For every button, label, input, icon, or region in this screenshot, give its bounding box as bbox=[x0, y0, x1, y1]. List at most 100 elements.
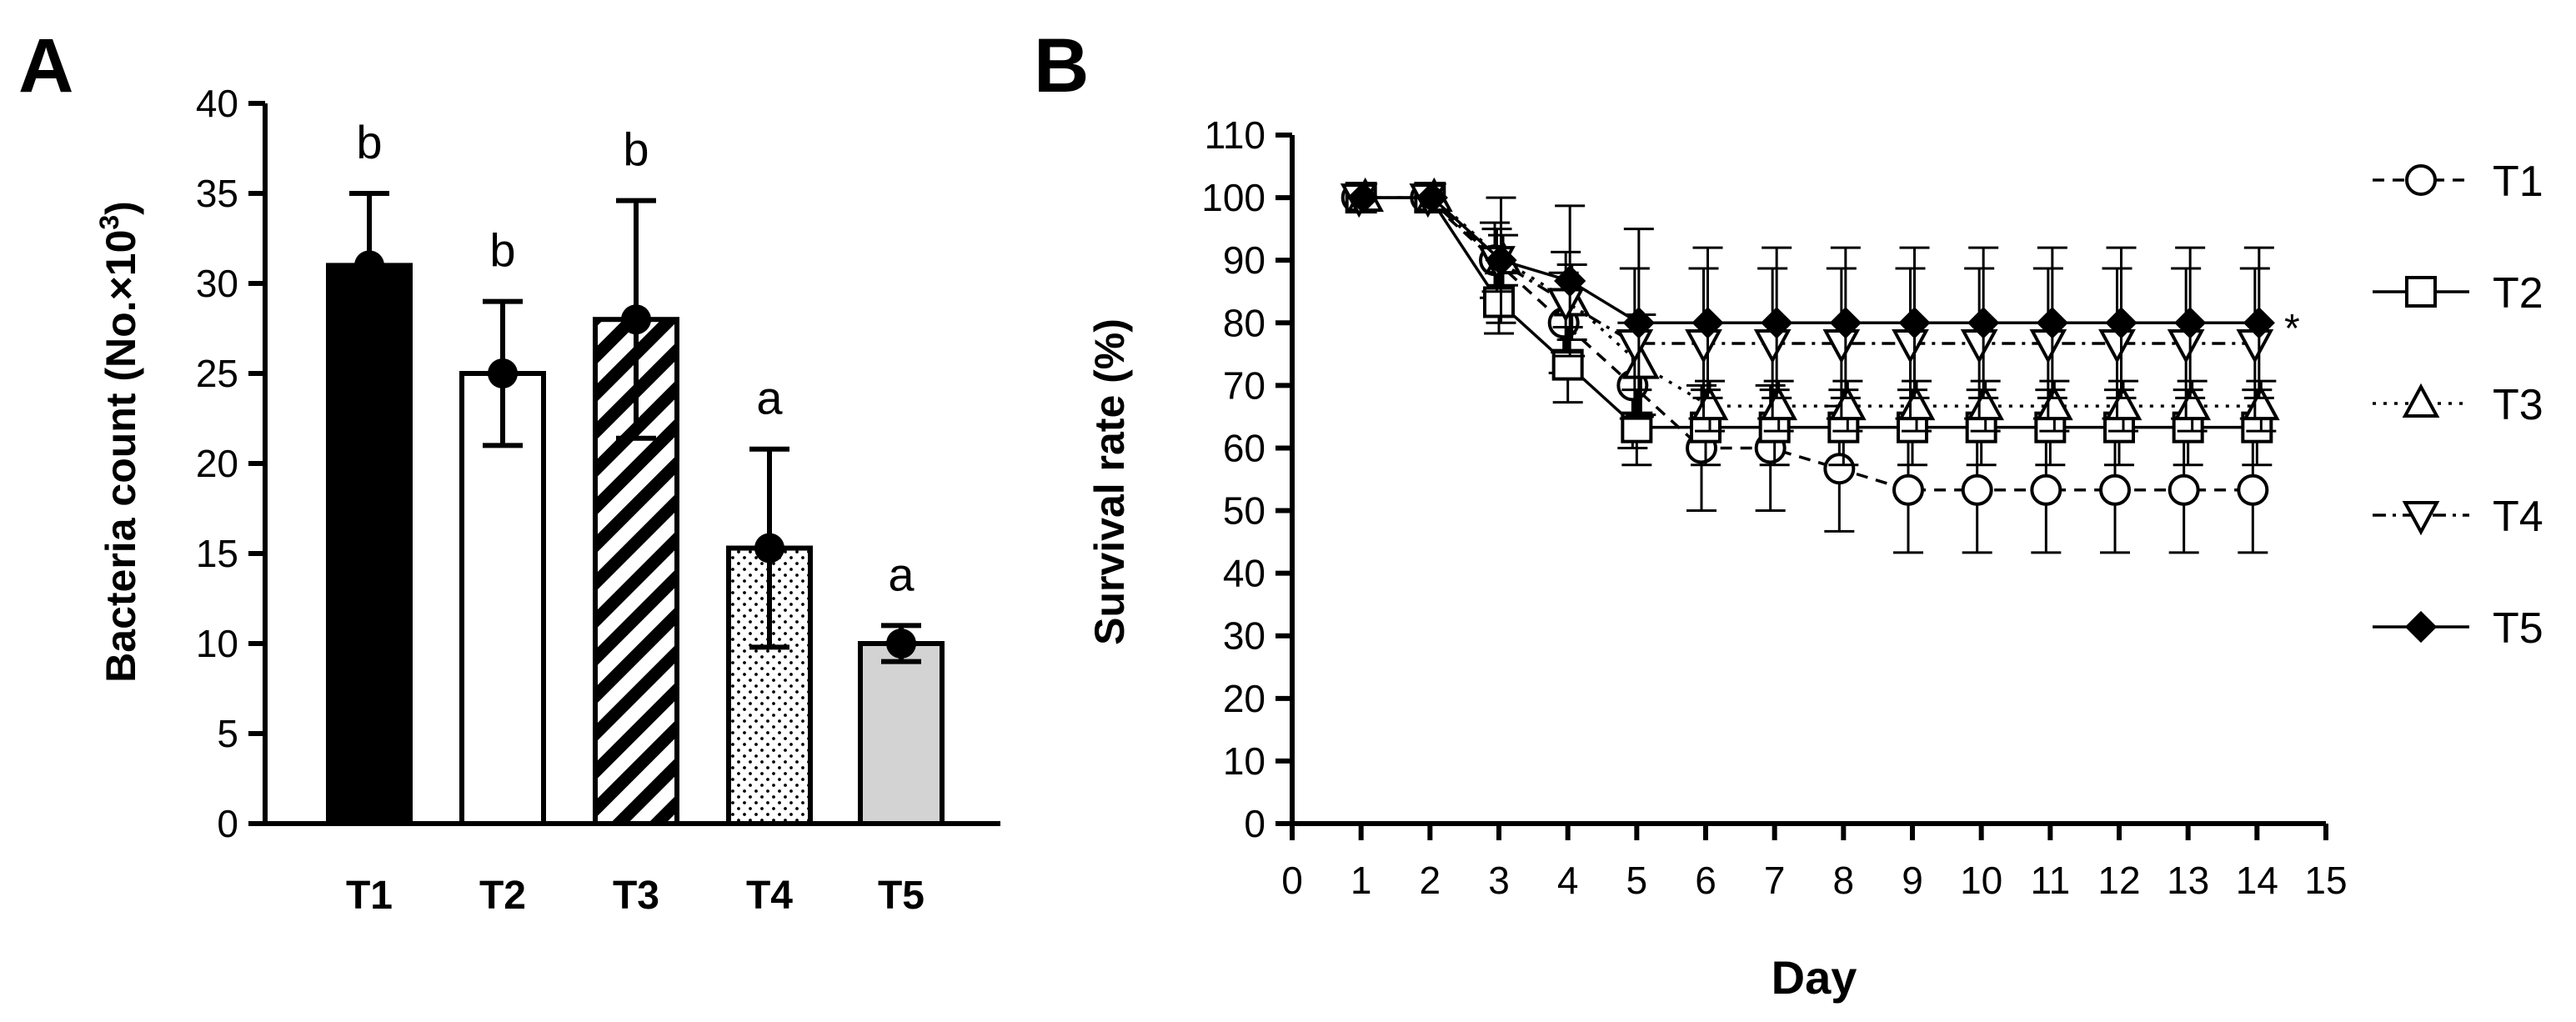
panel-a-y-tick-label: 15 bbox=[196, 532, 238, 575]
point-t1 bbox=[2099, 473, 2131, 506]
point-t3 bbox=[1760, 385, 1798, 421]
legend-item-t5: T5 bbox=[2373, 604, 2543, 653]
category-label-t3: T3 bbox=[613, 874, 659, 918]
point-t3 bbox=[2035, 385, 2073, 421]
panel-b-y-tick-label: 50 bbox=[1223, 489, 1265, 533]
panel-b-y-tick-label: 40 bbox=[1223, 552, 1265, 595]
point-t5 bbox=[2105, 307, 2137, 339]
legend-item-t3: T3 bbox=[2373, 381, 2543, 429]
panel-b-x-tick-label: 8 bbox=[1833, 859, 1855, 902]
legend-item-t4: T4 bbox=[2373, 493, 2543, 541]
panel-b-y-tick-label: 30 bbox=[1223, 614, 1265, 658]
panel-b-series: * bbox=[1340, 177, 2300, 554]
panel-b-x-tick-label: 4 bbox=[1557, 859, 1579, 902]
panel-a-y-tick-label: 0 bbox=[217, 802, 238, 845]
point-t3 bbox=[2242, 385, 2280, 421]
legend-label-t5: T5 bbox=[2493, 604, 2543, 653]
category-label-t5: T5 bbox=[878, 874, 925, 918]
legend-label-t1: T1 bbox=[2493, 158, 2543, 206]
point-t3 bbox=[2173, 385, 2212, 421]
panel-b-y-tick-label: 90 bbox=[1223, 238, 1265, 282]
panel-b-x-tick-label: 14 bbox=[2236, 859, 2278, 902]
panel-b-y-tick-label: 100 bbox=[1201, 176, 1265, 219]
mean-point-t5 bbox=[886, 629, 916, 659]
point-t3 bbox=[2104, 385, 2142, 421]
mean-point-t3 bbox=[621, 304, 651, 335]
point-t5 bbox=[1829, 307, 1862, 339]
point-t5 bbox=[1691, 307, 1724, 339]
panel-b-y-tick-label: 80 bbox=[1223, 301, 1265, 344]
panel-b-x-tick-label: 3 bbox=[1488, 859, 1510, 902]
point-t4 bbox=[2167, 329, 2205, 364]
legend-marker-t4 bbox=[2402, 501, 2440, 536]
point-t3 bbox=[1828, 385, 1867, 421]
legend-item-t2: T2 bbox=[2373, 269, 2543, 318]
point-t5 bbox=[2243, 307, 2275, 339]
panel-a-y-tick-label: 10 bbox=[196, 622, 238, 665]
point-t4 bbox=[1822, 329, 1861, 364]
point-t4 bbox=[1753, 329, 1792, 364]
panel-b-x-tick-label: 5 bbox=[1626, 859, 1648, 902]
significance-label-t2: b bbox=[489, 224, 515, 277]
point-t5 bbox=[1898, 307, 1931, 339]
legend-marker-t2 bbox=[2405, 276, 2437, 308]
point-t4 bbox=[1960, 329, 1998, 364]
significance-label-t4: a bbox=[756, 372, 783, 424]
point-t5 bbox=[1622, 307, 1655, 339]
significance-label-t3: b bbox=[623, 123, 649, 176]
panel-a-y-axis-label: Bacteria count (No.×103) bbox=[94, 201, 144, 683]
panel-a-label: A bbox=[18, 23, 73, 108]
panel-b-y-tick-label: 0 bbox=[1244, 802, 1265, 845]
significance-asterisk: * bbox=[2284, 307, 2300, 351]
point-t3 bbox=[1897, 385, 1936, 421]
legend-label-t3: T3 bbox=[2493, 381, 2543, 429]
panel-b-x-tick-label: 9 bbox=[1902, 859, 1923, 902]
significance-label-t1: b bbox=[356, 116, 382, 168]
panel-b-x-axis-label: Day bbox=[1772, 951, 1857, 1004]
point-t3 bbox=[1621, 344, 1660, 379]
point-t5 bbox=[2174, 307, 2207, 339]
panel-b-y-tick-label: 60 bbox=[1223, 426, 1265, 469]
panel-b-x-tick-label: 13 bbox=[2167, 859, 2209, 902]
category-label-t2: T2 bbox=[479, 874, 526, 918]
panel-b-y-tick-label: 10 bbox=[1223, 739, 1265, 783]
legend-marker-t1 bbox=[2405, 164, 2437, 196]
panel-b-y-axis-label: Survival rate (%) bbox=[1086, 318, 1133, 645]
series-t4 bbox=[1340, 183, 2274, 420]
point-t4 bbox=[2029, 329, 2067, 364]
category-label-t1: T1 bbox=[346, 874, 393, 918]
panel-b-x-tick-label: 11 bbox=[2030, 859, 2070, 902]
panel-b-y-tick-label: 20 bbox=[1223, 677, 1265, 720]
panel-a-y-tick-label: 25 bbox=[196, 352, 238, 395]
bar-t5 bbox=[858, 641, 945, 826]
legend-label-t4: T4 bbox=[2493, 493, 2543, 541]
panel-a-y-tick-label: 30 bbox=[196, 262, 238, 305]
panel-b-y-tick-label: 70 bbox=[1223, 363, 1265, 407]
panel-a: A Bacteria count (No.×103) 0 5 10 15 20 25 30 3… bbox=[18, 23, 1000, 918]
series-t5 bbox=[1347, 181, 2275, 418]
panel-a-axes: 0 5 10 15 20 25 30 35 40 bbox=[196, 82, 1000, 845]
panel-a-y-tick-label: 20 bbox=[196, 442, 238, 485]
panel-b-x-tick-label: 10 bbox=[1960, 859, 2002, 902]
point-t1 bbox=[1961, 473, 1993, 506]
panel-a-y-tick-label: 40 bbox=[196, 82, 238, 125]
panel-a-y-tick-label: 5 bbox=[217, 712, 238, 755]
point-t1 bbox=[2237, 473, 2269, 506]
panel-b-x-tick-label: 12 bbox=[2097, 859, 2140, 902]
point-t1 bbox=[2030, 473, 2062, 506]
legend-marker-t5 bbox=[2404, 610, 2438, 644]
point-t4 bbox=[2098, 329, 2136, 364]
legend-label-t2: T2 bbox=[2493, 269, 2543, 318]
point-t5 bbox=[2036, 307, 2068, 339]
panel-b-x-tick-label: 2 bbox=[1420, 859, 1441, 902]
legend-marker-t3 bbox=[2402, 383, 2440, 418]
point-t5 bbox=[1485, 244, 1517, 277]
point-t5 bbox=[1416, 181, 1448, 214]
panel-a-bars: b T1 b T2 b T3 a T4 a T5 bbox=[326, 116, 945, 918]
mean-point-t4 bbox=[754, 533, 784, 564]
point-t1 bbox=[1823, 453, 1856, 485]
point-t1 bbox=[1892, 473, 1924, 506]
point-t3 bbox=[1691, 385, 1729, 421]
panel-b-label: B bbox=[1034, 23, 1089, 108]
